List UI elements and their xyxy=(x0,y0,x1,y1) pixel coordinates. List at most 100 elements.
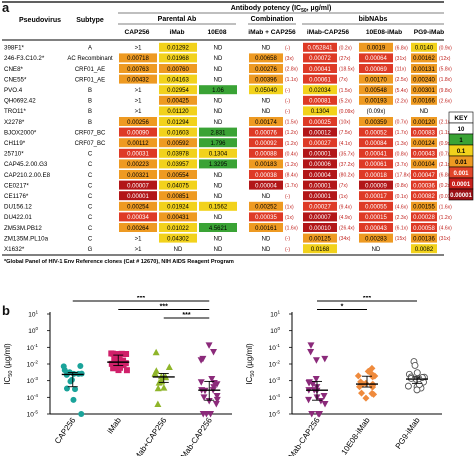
cell-value-12-2: ND xyxy=(214,173,223,179)
cell-fold-4-3: (-) xyxy=(285,88,290,94)
cell-bg-10-2 xyxy=(199,148,237,158)
cell-bg-9-0 xyxy=(119,138,157,148)
point-0-0-2 xyxy=(61,367,68,374)
row-subtype-10: C xyxy=(88,152,93,158)
cell-value-6-3: ND xyxy=(262,109,271,115)
row-subtype-15: C xyxy=(88,205,93,211)
cell-bg-15-6 xyxy=(411,201,437,211)
point-1-0-0 xyxy=(307,348,315,356)
cell-bg-4-5 xyxy=(359,85,393,95)
cell-fold-18-5: (15x) xyxy=(395,236,407,242)
cell-bg-7-1 xyxy=(159,117,197,126)
row-virus-1: 246-F3.C10.2* xyxy=(4,55,45,62)
y-tick-label-1-2: 10-1 xyxy=(269,343,281,352)
cell-value-1-5: 0.00064 xyxy=(365,56,387,62)
row-virus-6: TRO11* xyxy=(4,108,26,115)
cell-bg-16-5 xyxy=(359,212,393,222)
cell-value-9-2: 1.796 xyxy=(210,141,226,147)
cell-bg-18-1 xyxy=(159,233,197,243)
cell-fold-17-5: (6.1x) xyxy=(395,226,408,232)
cell-value-13-4: 0.00001 xyxy=(309,183,331,189)
cell-fold-7-6: (2.1x) xyxy=(439,120,452,126)
cell-value-0-6: 0.0140 xyxy=(415,46,434,52)
row-virus-18: ZM135M.PL10a xyxy=(4,235,49,242)
cell-value-10-0: 0.00031 xyxy=(127,152,149,158)
point-1-0-5 xyxy=(305,379,313,386)
cell-fold-13-4: (7x) xyxy=(339,183,348,189)
cell-bg-6-4 xyxy=(303,106,337,116)
cell-value-18-6: 0.00136 xyxy=(413,236,435,242)
cell-value-5-6: 0.00166 xyxy=(413,99,435,105)
y-tick-label-0-4: 10-3 xyxy=(27,376,39,385)
cell-bg-7-0 xyxy=(119,117,157,126)
cell-bg-1-5 xyxy=(359,53,393,63)
point-0-2-7 xyxy=(157,378,165,385)
cell-bg-10-6 xyxy=(411,148,437,158)
row-subtype-11: C xyxy=(88,162,93,168)
point-1-1-2 xyxy=(362,379,370,387)
cell-value-14-5: 0.00017 xyxy=(365,194,387,200)
panel-a-label: a xyxy=(2,0,10,15)
cell-value-15-5: 0.00055 xyxy=(365,205,387,211)
point-0-3-0 xyxy=(210,348,218,356)
row-subtype-12: C xyxy=(88,173,93,179)
cell-value-16-6: 0.00028 xyxy=(413,215,435,221)
row-subtype-17: C xyxy=(88,226,93,232)
point-1-1-4 xyxy=(368,364,376,372)
cell-value-19-6: 0.0082 xyxy=(415,247,434,253)
cell-bg-12-6 xyxy=(411,170,437,179)
cell-bg-3-0 xyxy=(119,74,157,84)
sig-label-0-2: *** xyxy=(182,312,190,319)
cell-fold-12-5: (17.8x) xyxy=(395,173,411,179)
y-tick-label-1-0: 101 xyxy=(270,310,280,319)
point-1-2-11 xyxy=(404,382,412,390)
row-subtype-16: C xyxy=(88,215,93,221)
cell-value-4-3: 0.05040 xyxy=(255,88,277,94)
cell-value-1-6: 0.00162 xyxy=(413,56,435,62)
cell-fold-8-4: (7.5x) xyxy=(339,130,352,136)
cell-fold-11-5: (3.7x) xyxy=(395,162,408,168)
point-1-0-6 xyxy=(307,342,315,349)
cell-bg-11-6 xyxy=(411,159,437,169)
cell-fold-13-6: (0.2x) xyxy=(439,183,452,189)
cell-bg-8-5 xyxy=(359,127,393,137)
point-1-1-6 xyxy=(364,367,372,375)
cell-value-15-1: 0.01924 xyxy=(167,205,189,211)
cell-fold-8-5: (1.7x) xyxy=(395,130,408,136)
point-0-1-15 xyxy=(111,356,118,363)
point-0-1-16 xyxy=(115,367,122,374)
point-1-0-11 xyxy=(317,398,325,405)
cell-bg-8-3 xyxy=(249,127,283,137)
point-0-3-11 xyxy=(205,398,213,405)
cell-value-10-3: 0.00088 xyxy=(255,152,277,158)
cell-fold-19-3: (-) xyxy=(285,247,290,253)
cell-bg-8-6 xyxy=(411,127,437,137)
cell-bg-2-4 xyxy=(303,64,337,73)
cell-value-14-1: 0.00851 xyxy=(167,194,189,200)
cell-value-10-2: 0.1304 xyxy=(209,152,228,158)
cell-bg-12-3 xyxy=(249,170,283,179)
cell-value-19-0: >1 xyxy=(135,247,143,253)
cell-value-7-1: 0.01294 xyxy=(167,120,189,126)
cell-fold-6-4: (0.09x) xyxy=(339,109,355,115)
cell-value-13-2: ND xyxy=(214,183,223,189)
cell-value-4-1: 0.02954 xyxy=(167,88,189,94)
cell-bg-7-3 xyxy=(249,117,283,126)
point-1-0-4 xyxy=(321,355,329,363)
cell-fold-4-5: (5.4x) xyxy=(395,88,408,94)
cell-value-5-3: ND xyxy=(262,99,271,105)
row-virus-11: CAP45.2.00.G3 xyxy=(4,161,48,168)
cell-value-3-3: 0.00396 xyxy=(255,77,277,83)
cell-fold-8-6: (1.1x) xyxy=(439,130,452,136)
cell-value-9-4: 0.00027 xyxy=(309,141,331,147)
cell-value-16-0: 0.00034 xyxy=(127,215,149,221)
cell-value-3-4: 0.00061 xyxy=(309,77,331,83)
cell-fold-16-3: (1x) xyxy=(285,215,294,221)
point-0-1-10 xyxy=(123,351,130,358)
cell-value-17-6: 0.00058 xyxy=(413,226,435,232)
cell-fold-17-3: (1.6x) xyxy=(285,226,298,232)
point-0-0-13 xyxy=(78,370,85,377)
y-tick-label-1-5: 10-4 xyxy=(269,393,281,402)
cell-value-18-0: >1 xyxy=(135,236,143,242)
row-virus-14: CE1176* xyxy=(4,193,29,200)
